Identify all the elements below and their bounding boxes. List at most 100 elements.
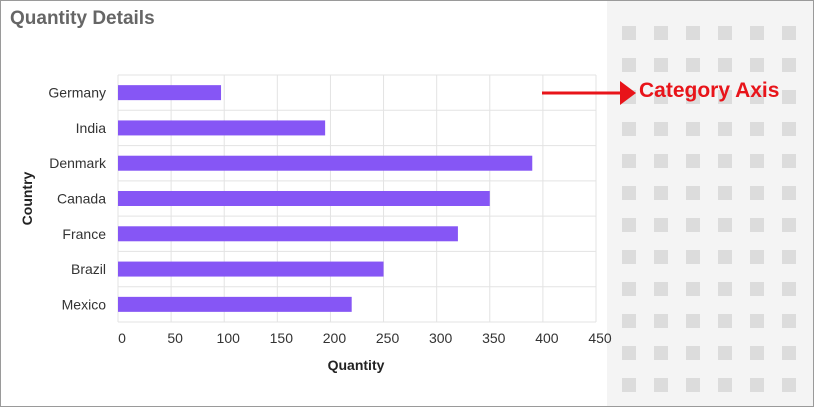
tile [654, 250, 668, 264]
tile [782, 250, 796, 264]
tile [782, 58, 796, 72]
bars [118, 85, 533, 312]
tile [654, 154, 668, 168]
tile [750, 282, 764, 296]
tile [622, 346, 636, 360]
category-tick-label: Germany [48, 85, 106, 101]
tile [686, 314, 700, 328]
tile [654, 122, 668, 136]
tile [750, 90, 764, 104]
tile [622, 26, 636, 40]
value-tick-label: 0 [118, 330, 126, 346]
value-axis-labels: 0 50 100 150 200 250 300 350 400 450 [118, 330, 612, 346]
tile [718, 26, 732, 40]
tile [654, 314, 668, 328]
tile [750, 314, 764, 328]
category-tick-label: India [76, 120, 107, 136]
tile [686, 282, 700, 296]
tile [718, 58, 732, 72]
tile [622, 314, 636, 328]
tile [622, 378, 636, 392]
tile [654, 282, 668, 296]
tile [750, 122, 764, 136]
y-axis-title: Country [19, 171, 35, 225]
tile [622, 58, 636, 72]
tile [686, 186, 700, 200]
bar [118, 120, 326, 136]
annotation-label: Category Axis [639, 79, 780, 102]
category-tick-label: Denmark [49, 155, 107, 171]
tile [782, 186, 796, 200]
tile [782, 346, 796, 360]
tile [622, 186, 636, 200]
value-tick-label: 250 [376, 330, 400, 346]
bar [118, 155, 533, 171]
tile [686, 122, 700, 136]
bar [118, 296, 352, 312]
tile [750, 250, 764, 264]
tile [782, 90, 796, 104]
bar [118, 226, 458, 242]
tile [782, 122, 796, 136]
tile [718, 346, 732, 360]
category-axis-labels: Germany India Denmark Canada France Brazil Mex… [48, 85, 107, 313]
side-background [607, 1, 813, 406]
arrow-head-icon [620, 81, 636, 105]
tile [782, 218, 796, 232]
chart-panel: Quantity Details [1, 1, 607, 406]
tile [718, 378, 732, 392]
tile [654, 26, 668, 40]
tile [750, 26, 764, 40]
tile [750, 154, 764, 168]
bar [118, 191, 490, 206]
tile [718, 154, 732, 168]
tile [622, 122, 636, 136]
tile [750, 378, 764, 392]
value-tick-label: 200 [323, 330, 347, 346]
tile [654, 90, 668, 104]
tile [718, 314, 732, 328]
tile [686, 26, 700, 40]
tile [686, 218, 700, 232]
category-tick-label: France [62, 226, 106, 242]
tile [782, 26, 796, 40]
bar [118, 85, 222, 101]
tile [750, 218, 764, 232]
tile [622, 250, 636, 264]
tile [718, 90, 732, 104]
tile [718, 186, 732, 200]
value-tick-label: 300 [429, 330, 453, 346]
value-tick-label: 350 [482, 330, 506, 346]
tile [686, 58, 700, 72]
tile [654, 186, 668, 200]
tile [622, 282, 636, 296]
tile [782, 378, 796, 392]
tile [686, 250, 700, 264]
tile [782, 314, 796, 328]
tile [718, 218, 732, 232]
bar [118, 261, 384, 277]
tile [622, 154, 636, 168]
value-tick-label: 400 [535, 330, 559, 346]
panel-title: Quantity Details [10, 8, 155, 29]
tile [686, 346, 700, 360]
x-axis-title: Quantity [328, 357, 385, 373]
value-tick-label: 50 [167, 330, 183, 346]
tile [654, 218, 668, 232]
tile [718, 282, 732, 296]
tile [750, 58, 764, 72]
tile [622, 218, 636, 232]
annotation-arrow [542, 81, 636, 105]
tile-pattern [622, 26, 796, 392]
category-tick-label: Mexico [62, 296, 107, 312]
tile [750, 186, 764, 200]
value-tick-label: 100 [217, 330, 241, 346]
category-tick-label: Brazil [71, 261, 106, 277]
value-tick-label: 150 [270, 330, 294, 346]
value-tick-label: 450 [588, 330, 612, 346]
tile [686, 378, 700, 392]
tile [686, 154, 700, 168]
tile [782, 282, 796, 296]
